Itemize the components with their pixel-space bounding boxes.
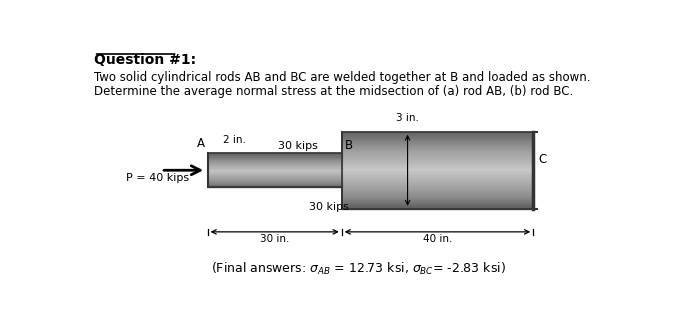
Bar [208, 159, 342, 160]
Bar [342, 201, 533, 203]
Bar [208, 181, 342, 182]
Text: B: B [345, 139, 353, 153]
Bar [342, 164, 533, 166]
Bar [342, 190, 533, 192]
Bar [342, 170, 533, 172]
Bar [208, 156, 342, 157]
Bar [342, 195, 533, 197]
Bar [342, 134, 533, 135]
Bar [208, 164, 342, 165]
Bar [208, 172, 342, 173]
Bar [208, 161, 342, 162]
Bar [208, 155, 342, 156]
Bar [342, 186, 533, 188]
Bar [208, 153, 342, 154]
Bar [342, 141, 533, 143]
Bar [208, 157, 342, 158]
Text: Determine the average normal stress at the midsection of (a) rod AB, (b) rod BC.: Determine the average normal stress at t… [94, 85, 573, 98]
Bar [208, 165, 342, 166]
Bar [208, 178, 342, 179]
Bar [342, 182, 533, 184]
Bar [208, 169, 342, 170]
Bar [208, 162, 342, 163]
Bar [208, 168, 342, 169]
Bar [342, 157, 533, 159]
Bar [342, 205, 533, 207]
Bar [342, 197, 533, 199]
Bar [342, 180, 533, 182]
Text: Question #1:: Question #1: [94, 53, 196, 67]
Text: 40 in.: 40 in. [423, 234, 452, 244]
Text: 30 kips: 30 kips [309, 202, 349, 212]
Bar [342, 151, 533, 153]
Bar [342, 199, 533, 201]
Bar [342, 143, 533, 145]
Text: (Final answers: $\sigma_{AB}$ = 12.73 ksi, $\sigma_{BC}$= -2.83 ksi): (Final answers: $\sigma_{AB}$ = 12.73 ks… [211, 260, 506, 277]
Bar [208, 171, 342, 172]
Bar [342, 188, 533, 190]
Bar [342, 192, 533, 194]
Bar [342, 145, 533, 147]
Bar [208, 185, 342, 186]
Bar [342, 159, 533, 161]
Bar [208, 170, 342, 171]
Bar [208, 184, 342, 185]
Bar [342, 174, 533, 176]
Bar [342, 166, 533, 168]
Bar [208, 163, 342, 164]
Bar [208, 153, 342, 187]
Bar [342, 149, 533, 151]
Bar [342, 194, 533, 195]
Bar [208, 158, 342, 159]
Bar [342, 147, 533, 149]
Bar [208, 166, 342, 167]
Bar [342, 178, 533, 180]
Text: 3 in.: 3 in. [396, 113, 419, 123]
Bar [342, 132, 533, 134]
Text: Two solid cylindrical rods AB and BC are welded together at B and loaded as show: Two solid cylindrical rods AB and BC are… [94, 71, 590, 84]
Bar [208, 167, 342, 168]
Bar [208, 160, 342, 161]
Bar [342, 207, 533, 209]
Text: C: C [538, 153, 547, 166]
Bar [342, 161, 533, 163]
Text: P = 40 kips: P = 40 kips [126, 173, 190, 183]
Bar [342, 168, 533, 170]
Bar [208, 179, 342, 180]
Bar [342, 172, 533, 174]
Bar [208, 173, 342, 174]
Bar [342, 163, 533, 164]
Bar [208, 182, 342, 183]
Text: 2 in.: 2 in. [223, 134, 246, 145]
Bar [208, 186, 342, 187]
Bar [342, 184, 533, 186]
Text: 30 in.: 30 in. [260, 234, 289, 244]
Bar [342, 137, 533, 139]
Bar [208, 174, 342, 175]
Text: A: A [197, 137, 204, 150]
Bar [342, 155, 533, 157]
Bar [342, 153, 533, 155]
Text: 30 kips: 30 kips [278, 141, 318, 152]
Bar [208, 175, 342, 176]
Bar [342, 176, 533, 178]
Bar [208, 183, 342, 184]
Bar [208, 176, 342, 177]
Bar [342, 139, 533, 141]
Bar [342, 135, 533, 137]
Bar [342, 203, 533, 205]
Bar [208, 180, 342, 181]
Bar [342, 132, 533, 209]
Bar [208, 177, 342, 178]
Bar [208, 154, 342, 155]
